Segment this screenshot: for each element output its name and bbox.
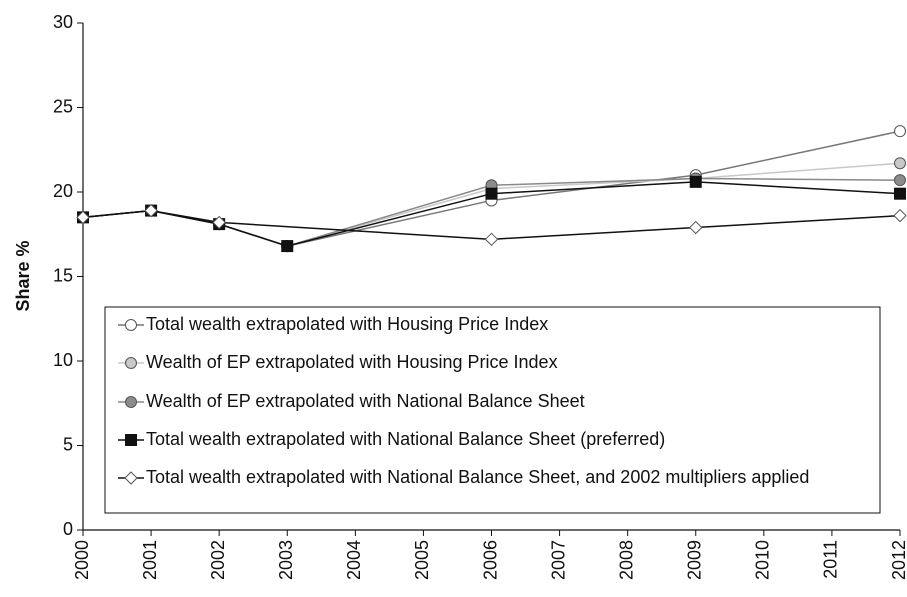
marker	[689, 220, 703, 235]
marker	[484, 232, 499, 247]
marker	[689, 175, 702, 188]
x-tick-label: 2011	[821, 540, 841, 579]
legend-label: Total wealth extrapolated with National …	[146, 467, 809, 487]
marker	[485, 187, 498, 200]
marker	[124, 471, 138, 485]
y-tick-label: 5	[63, 434, 73, 454]
legend-label: Total wealth extrapolated with Housing P…	[146, 314, 548, 334]
y-tick-label: 15	[53, 265, 73, 285]
marker	[894, 125, 906, 138]
y-axis-label: Share %	[13, 240, 33, 311]
y-tick-label: 0	[63, 519, 73, 539]
x-tick-label: 2008	[616, 540, 636, 580]
x-tick-label: 2006	[480, 540, 500, 580]
marker	[125, 434, 137, 446]
marker	[894, 174, 906, 187]
x-tick-label: 2007	[548, 540, 568, 580]
marker	[212, 215, 226, 230]
marker	[125, 357, 137, 369]
marker	[894, 187, 906, 200]
legend-box	[104, 306, 881, 514]
y-tick-label: 25	[53, 96, 73, 116]
x-tick-label: 2010	[753, 540, 773, 580]
y-tick-label: 10	[53, 350, 73, 370]
series-line	[82, 209, 901, 241]
y-tick-label: 20	[53, 181, 73, 201]
legend-label: Total wealth extrapolated with National …	[146, 429, 665, 449]
x-tick-label: 2004	[344, 540, 364, 580]
y-tick-label: 30	[53, 12, 73, 32]
x-tick-label: 2005	[412, 540, 432, 580]
marker	[144, 203, 158, 218]
marker	[281, 240, 294, 253]
x-tick-label: 2012	[889, 540, 907, 580]
marker	[894, 157, 906, 170]
marker	[76, 210, 90, 225]
x-tick-label: 2001	[140, 540, 160, 580]
x-tick-label: 2002	[208, 540, 228, 580]
x-tick-label: 2000	[72, 540, 92, 580]
x-tick-label: 2009	[685, 540, 705, 580]
marker	[893, 208, 907, 223]
legend-label: Wealth of EP extrapolated with National …	[146, 391, 585, 411]
marker	[125, 319, 137, 331]
marker	[125, 396, 137, 408]
x-tick-label: 2003	[276, 540, 296, 580]
legend-label: Wealth of EP extrapolated with Housing P…	[146, 352, 558, 372]
